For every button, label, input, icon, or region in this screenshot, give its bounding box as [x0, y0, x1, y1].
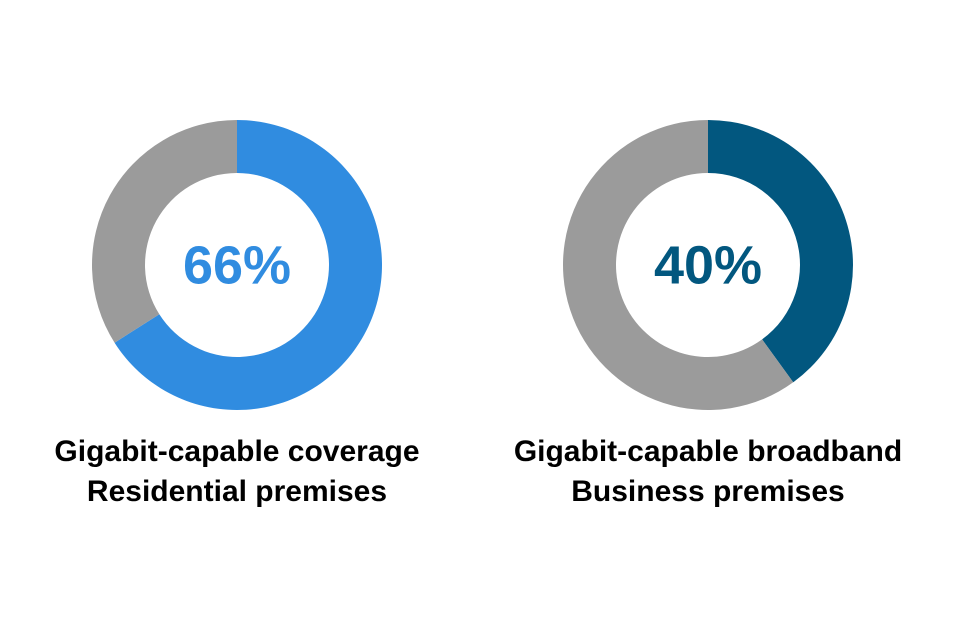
donut-segment	[114, 120, 382, 410]
chart-subtitle: Residential premises	[87, 475, 387, 508]
donut-segment	[562, 120, 794, 410]
center-value-label: 66%	[183, 235, 291, 295]
center-value-label: 40%	[654, 235, 762, 295]
chart-subtitle: Business premises	[571, 475, 844, 508]
chart-title: Gigabit-capable broadband	[514, 435, 902, 468]
chart-title: Gigabit-capable coverage	[54, 435, 419, 468]
donut-segment	[708, 120, 853, 383]
donut-segment	[91, 119, 238, 343]
